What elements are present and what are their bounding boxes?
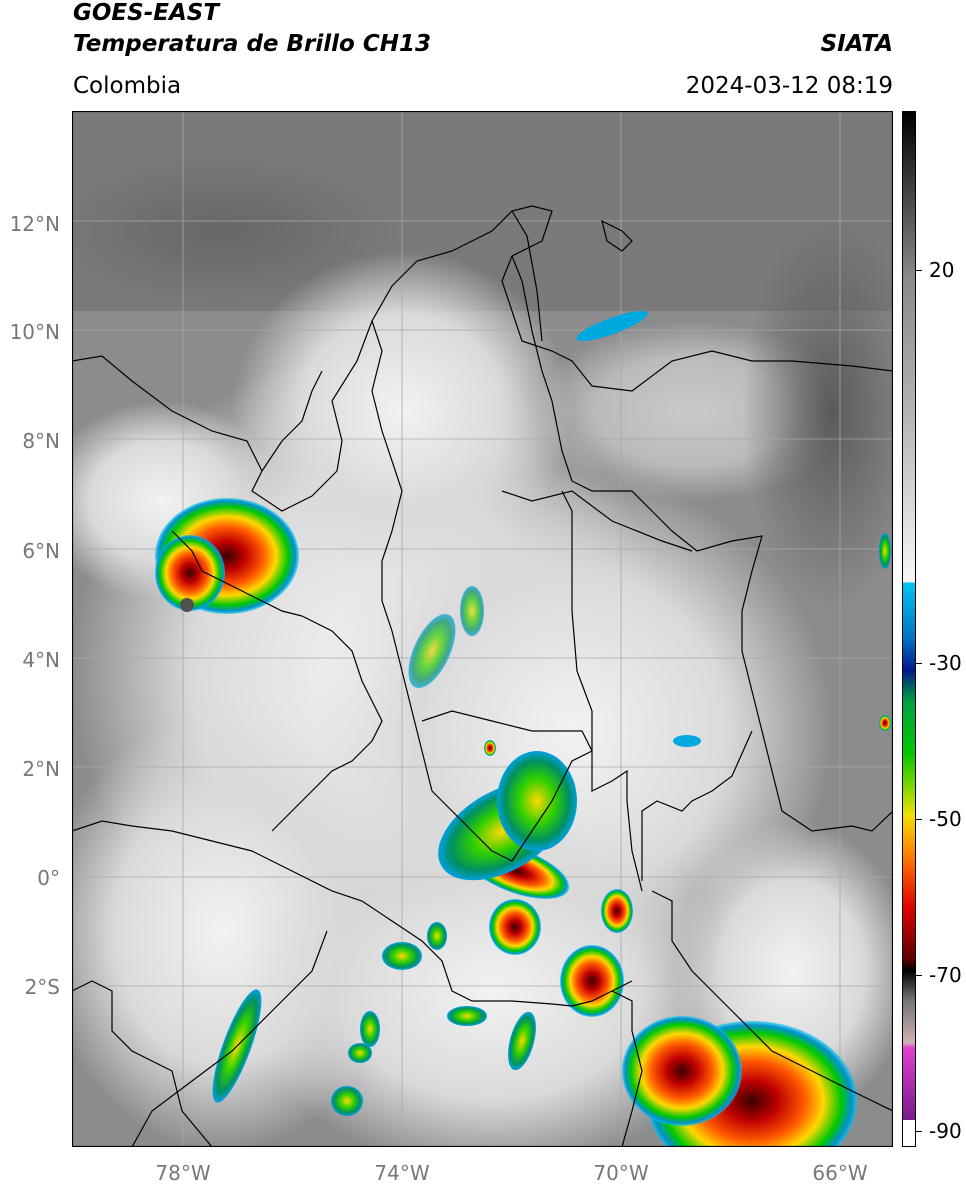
lon-label-66w: 66°W xyxy=(812,1161,868,1185)
colorbar-tick xyxy=(916,663,922,664)
lat-label-0: 0° xyxy=(37,866,60,890)
lon-label-74w: 74°W xyxy=(374,1161,430,1185)
lat-label-8n: 8°N xyxy=(22,429,60,453)
colorbar-label-neg30: -30 xyxy=(929,651,962,675)
satellite-map xyxy=(72,111,893,1147)
colorbar-tick xyxy=(916,1131,922,1132)
cloud-fields xyxy=(72,151,893,1147)
title-product: Temperatura de Brillo CH13 xyxy=(73,31,431,57)
colorbar-label-neg50: -50 xyxy=(929,807,962,831)
lat-label-6n: 6°N xyxy=(22,539,60,563)
lat-label-2s: 2°S xyxy=(24,975,60,999)
colorbar-tick xyxy=(916,819,922,820)
title-satellite: GOES-EAST xyxy=(73,0,220,26)
lon-label-70w: 70°W xyxy=(593,1161,649,1185)
plot-frame xyxy=(72,111,893,1147)
lon-label-78w: 78°W xyxy=(155,1161,211,1185)
map-canvas xyxy=(72,111,893,1147)
organization-label: SIATA xyxy=(820,31,893,57)
region-label: Colombia xyxy=(73,73,182,99)
colorbar-label-neg70: -70 xyxy=(929,963,962,987)
lat-label-10n: 10°N xyxy=(9,320,60,344)
colorbar-label-neg90: -90 xyxy=(929,1119,962,1143)
country-borders xyxy=(72,205,893,1147)
lat-label-2n: 2°N xyxy=(22,757,60,781)
lat-label-4n: 4°N xyxy=(22,648,60,672)
colorbar-label-20: 20 xyxy=(929,258,955,282)
colorbar xyxy=(902,111,916,1147)
timestamp-label: 2024-03-12 08:19 xyxy=(685,73,893,99)
colorbar-tick xyxy=(916,975,922,976)
lat-label-12n: 12°N xyxy=(9,212,60,236)
colorbar-tick xyxy=(916,270,922,271)
convective-cells xyxy=(155,310,891,1147)
